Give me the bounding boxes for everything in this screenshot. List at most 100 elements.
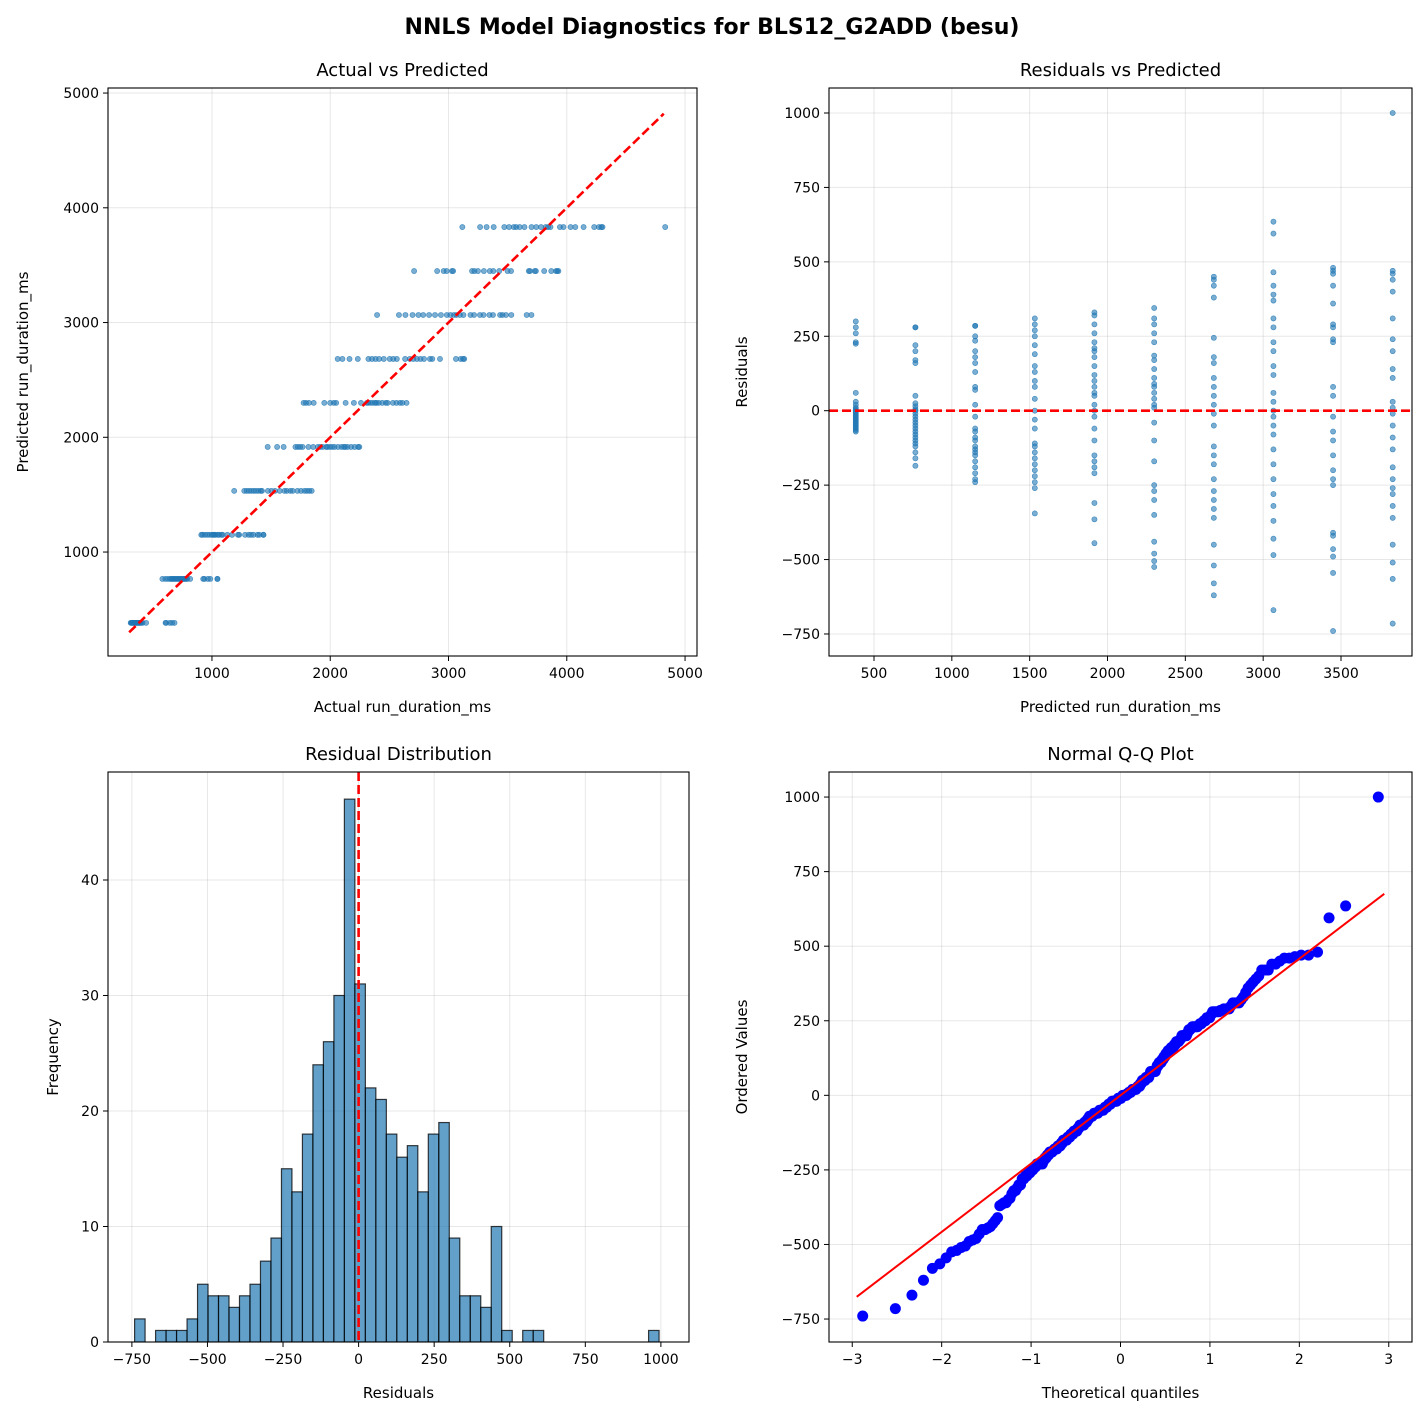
data-point: [310, 444, 317, 450]
data-point: [427, 356, 433, 362]
histogram-bar: [291, 1191, 304, 1342]
y-tick-label: 250: [793, 1014, 820, 1030]
data-point: [1091, 392, 1098, 399]
x-axis-label: Residuals: [363, 1384, 434, 1402]
data-point: [1031, 369, 1038, 375]
data-point: [310, 399, 317, 406]
data-point: [300, 399, 307, 406]
data-point: [1210, 294, 1217, 301]
data-point: [912, 455, 919, 462]
data-point: [1210, 461, 1217, 468]
data-point: [1270, 291, 1277, 298]
histogram-bar: [175, 1329, 188, 1342]
data-point: [972, 354, 979, 361]
data-point: [1389, 366, 1396, 372]
histogram-bar: [480, 1306, 492, 1342]
data-point: [553, 268, 559, 274]
x-tick-label: 500: [496, 1352, 523, 1368]
data-point: [1151, 389, 1158, 396]
data-point: [972, 464, 979, 471]
data-point: [477, 224, 483, 230]
data-point: [1389, 336, 1396, 343]
data-point: [1031, 485, 1038, 492]
data-point: [525, 268, 532, 274]
histogram-bar: [186, 1318, 199, 1342]
data-point: [1330, 270, 1336, 277]
data-point: [852, 389, 859, 396]
data-point: [1330, 628, 1336, 634]
data-point: [972, 360, 979, 366]
data-point: [346, 356, 353, 362]
data-point: [457, 356, 464, 362]
data-point: [1389, 476, 1396, 483]
data-point: [1389, 315, 1396, 322]
histogram-bar: [154, 1329, 167, 1342]
data-point: [1091, 458, 1098, 465]
data-point: [1389, 446, 1396, 453]
histogram-bar: [490, 1225, 503, 1342]
data-point: [508, 312, 515, 318]
data-point: [1151, 375, 1158, 381]
y-tick-label: −500: [782, 1237, 820, 1253]
data-point: [1270, 491, 1277, 497]
x-tick-label: −2: [931, 1352, 952, 1368]
y-tick-label: 0: [811, 1088, 820, 1104]
x-tick-label: 500: [861, 666, 888, 682]
histogram-bar: [207, 1295, 220, 1342]
data-point: [1210, 383, 1217, 390]
data-point: [1270, 389, 1277, 396]
data-point: [1031, 443, 1038, 450]
data-point: [541, 268, 548, 274]
data-point: [1031, 479, 1038, 486]
data-point: [1270, 363, 1277, 369]
qq-point: [1303, 949, 1315, 961]
x-tick-label: 2: [1295, 1352, 1304, 1368]
histogram-bar: [532, 1329, 545, 1342]
data-point: [432, 312, 438, 318]
x-tick-label: 0: [354, 1352, 363, 1368]
data-point: [1091, 500, 1098, 506]
data-point: [1270, 607, 1277, 614]
data-point: [214, 575, 221, 582]
x-tick-label: 1000: [194, 666, 230, 682]
data-point: [1151, 315, 1158, 322]
data-point: [294, 487, 301, 494]
data-point: [1151, 330, 1158, 337]
data-point: [390, 399, 396, 406]
data-point: [1389, 503, 1396, 509]
data-point: [480, 268, 487, 274]
data-point: [1091, 425, 1098, 432]
data-point: [231, 487, 238, 494]
plot-area: [829, 110, 1412, 634]
data-point: [438, 312, 444, 318]
data-point: [327, 399, 334, 406]
data-point: [1270, 282, 1277, 289]
data-point: [1210, 276, 1217, 283]
data-point: [1031, 461, 1038, 468]
data-point: [490, 224, 497, 230]
data-point: [1091, 516, 1098, 523]
data-point: [162, 619, 169, 626]
x-tick-label: 2000: [1090, 666, 1126, 682]
data-point: [1389, 276, 1396, 283]
data-point: [567, 224, 574, 230]
data-point: [852, 324, 859, 331]
data-point: [453, 356, 459, 362]
data-point: [434, 268, 441, 274]
data-point: [486, 268, 493, 274]
data-point: [1210, 452, 1217, 459]
data-point: [1210, 422, 1217, 429]
data-point: [1210, 401, 1217, 408]
axes-frame: [828, 87, 1413, 657]
qq-point: [1372, 791, 1384, 803]
panel-4: −3 −2 −1 0 1 2 3 −750 −500 −250 0 250 500 750 1000 Norm…: [733, 744, 1413, 1402]
axes-frame: [107, 87, 698, 657]
histogram-bar: [280, 1168, 293, 1342]
y-tick-label: −250: [782, 1163, 820, 1179]
data-point: [1091, 354, 1098, 361]
y-tick-label: 0: [811, 404, 820, 420]
data-point: [1031, 351, 1038, 358]
data-point: [1270, 446, 1277, 453]
y-tick-label: −250: [782, 478, 820, 494]
y-tick-label: 250: [793, 329, 820, 345]
